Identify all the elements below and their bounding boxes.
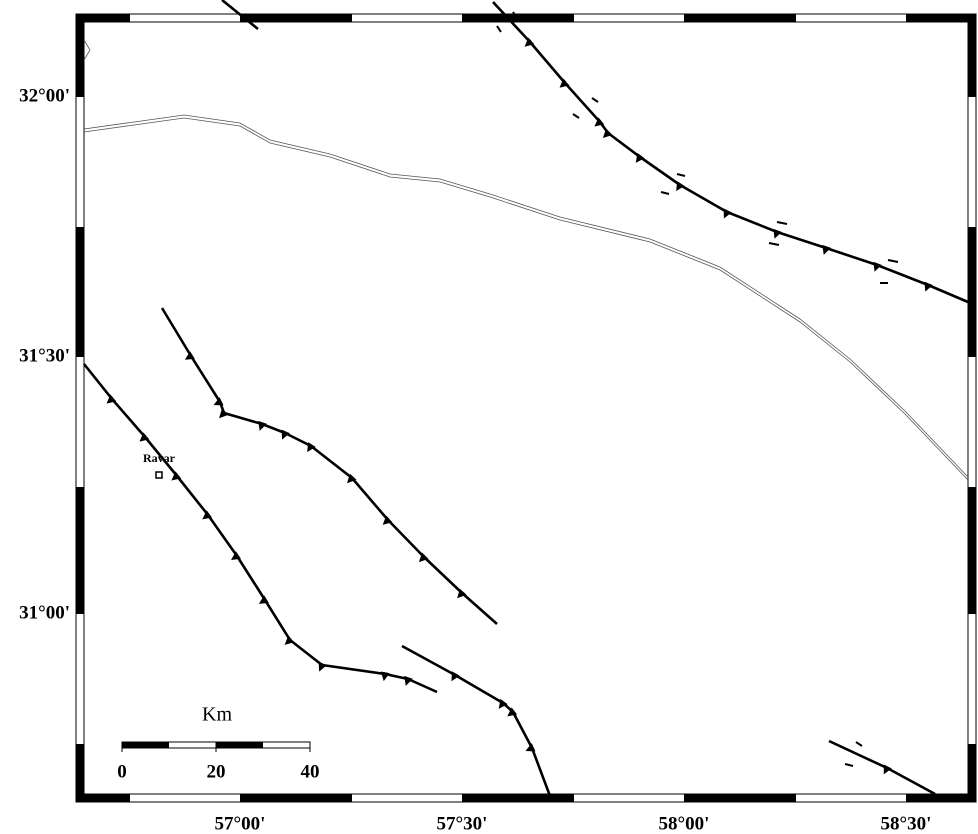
faults	[82, 0, 969, 797]
lon-label: 57°30'	[437, 813, 488, 834]
place-marker	[155, 471, 163, 479]
scale-unit: Km	[202, 704, 232, 726]
lon-label: 57°00'	[215, 813, 266, 834]
lon-label: 58°00'	[659, 813, 710, 834]
place-label: Ravar	[143, 451, 176, 465]
lat-label: 31°00'	[19, 602, 70, 623]
lat-label: 32°00'	[19, 85, 70, 106]
scale-label: 20	[207, 761, 226, 782]
scale-bar	[121, 741, 311, 752]
scale-label: 0	[117, 761, 127, 782]
lon-label: 58°30'	[881, 813, 932, 834]
map-frame	[75, 13, 977, 803]
scale-label: 40	[301, 761, 320, 782]
lat-label: 31°30'	[19, 345, 70, 366]
river	[83, 39, 969, 481]
